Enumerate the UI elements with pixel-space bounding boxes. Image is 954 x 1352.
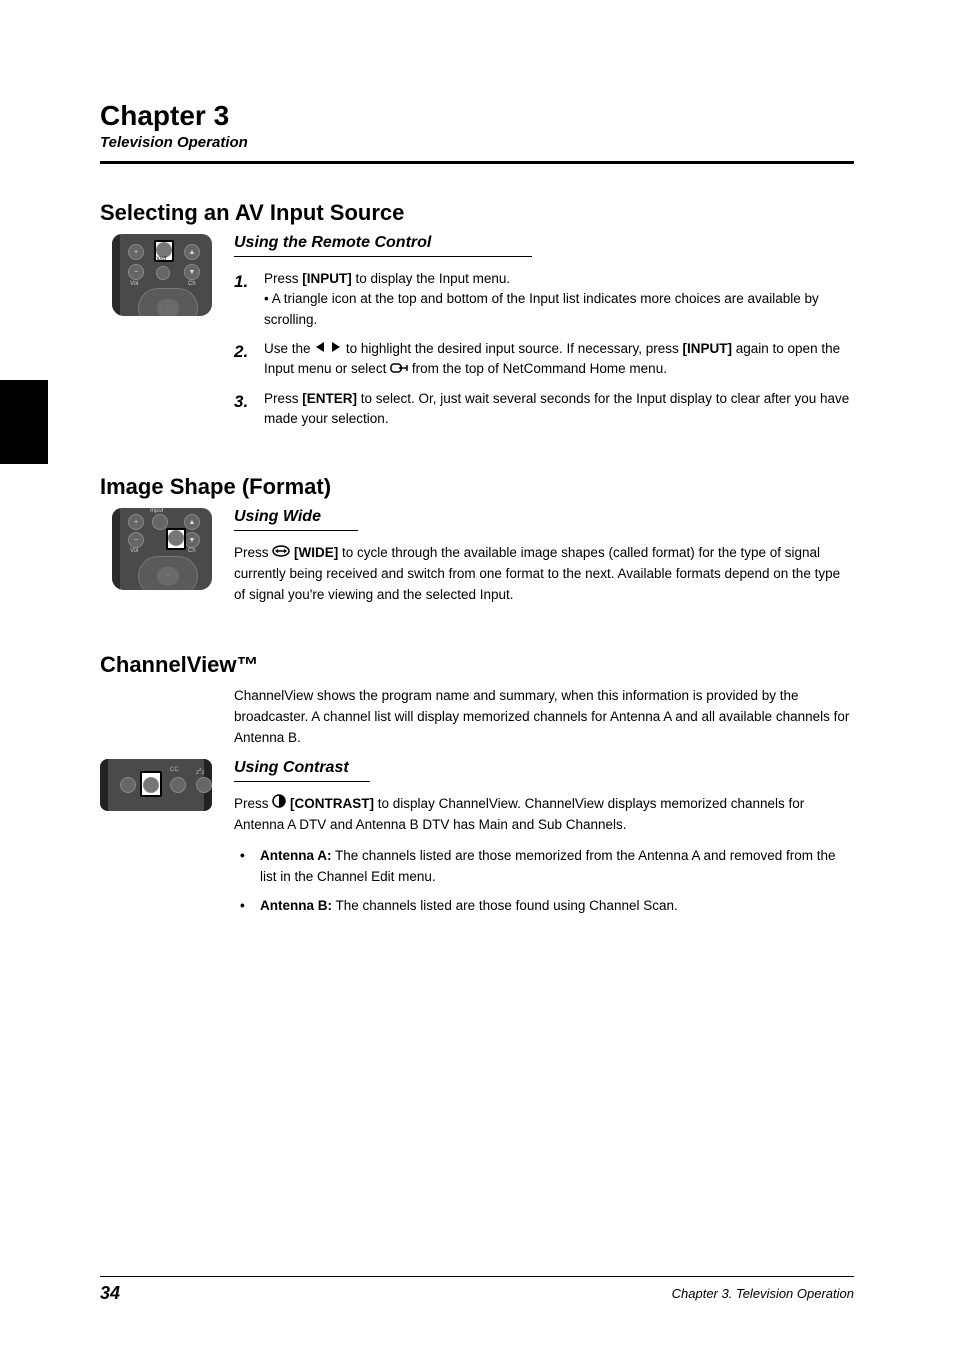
step-2: Use the to highlight the desired input s… xyxy=(234,339,854,380)
block-input-source: + − Vol ▲ ▼ Ch Input ◦ Using the Remote … xyxy=(100,234,854,438)
subhead-remote: Using the Remote Control xyxy=(234,234,854,257)
block-channelview-intro: ChannelView shows the program name and s… xyxy=(100,686,854,759)
section-title-format: Image Shape (Format) xyxy=(100,474,854,500)
page: Chapter 3 Chapter 3 Television Operation… xyxy=(0,0,954,1352)
steps-input: Press [INPUT] to display the Input menu.… xyxy=(234,269,854,429)
step-3: Press [ENTER] to select. Or, just wait s… xyxy=(234,389,854,430)
antenna-b-item: Antenna B: The channels listed are those… xyxy=(234,896,854,917)
left-triangle-icon xyxy=(314,339,326,359)
section-title-channelview: ChannelView™ xyxy=(100,652,854,678)
page-number: 34 xyxy=(100,1283,120,1303)
remote-thumb-wide: + − Vol Input ▲ ▼ Ch ◦ xyxy=(112,508,212,590)
block-channelview: CC zzz Using Contrast Press [CONTRAST] t… xyxy=(100,759,854,925)
header-rule xyxy=(100,161,854,164)
chapter-title: Chapter 3 xyxy=(100,100,854,132)
subhead-rule-3 xyxy=(234,781,370,782)
subhead-wide: Using Wide xyxy=(234,508,854,531)
chapter-header: Chapter 3 Television Operation xyxy=(100,100,854,164)
wide-icon xyxy=(272,543,290,564)
footer-title: Chapter 3. Television Operation xyxy=(672,1286,854,1301)
step-1: Press [INPUT] to display the Input menu.… xyxy=(234,269,854,330)
antenna-a-item: Antenna A: The channels listed are those… xyxy=(234,846,854,888)
remote-thumb-contrast: CC zzz xyxy=(100,759,212,811)
subhead-rule-2 xyxy=(234,530,358,531)
subhead-contrast: Using Contrast xyxy=(234,759,854,782)
channelview-intro: ChannelView shows the program name and s… xyxy=(234,686,854,749)
side-tab: Chapter 3 xyxy=(0,380,48,464)
input-icon xyxy=(390,360,408,380)
page-footer: 34 Chapter 3. Television Operation xyxy=(100,1276,854,1304)
footer-rule xyxy=(100,1276,854,1277)
contrast-icon xyxy=(272,794,286,815)
antenna-list: Antenna A: The channels listed are those… xyxy=(234,846,854,917)
chapter-subtitle: Television Operation xyxy=(100,134,854,151)
contrast-paragraph: Press [CONTRAST] to display ChannelView.… xyxy=(234,794,854,836)
right-triangle-icon xyxy=(330,339,342,359)
block-format: + − Vol Input ▲ ▼ Ch ◦ Using Wide xyxy=(100,508,854,616)
wide-paragraph: Press [WIDE] to cycle through the availa… xyxy=(234,543,854,606)
subhead-rule-1 xyxy=(234,256,532,257)
section-title-input: Selecting an AV Input Source xyxy=(100,200,854,226)
remote-thumb-input: + − Vol ▲ ▼ Ch Input ◦ xyxy=(112,234,212,316)
